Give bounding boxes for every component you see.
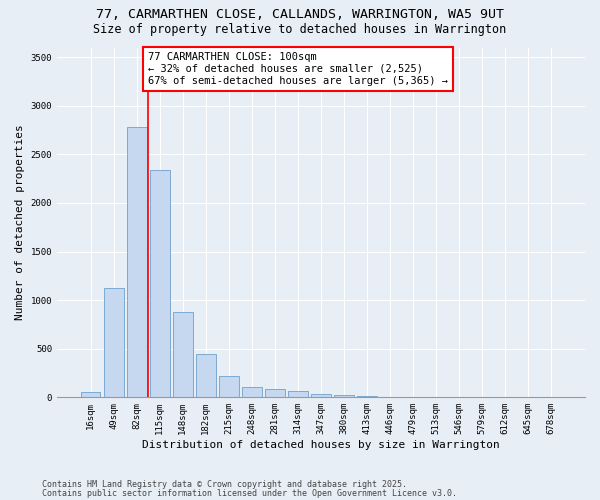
X-axis label: Distribution of detached houses by size in Warrington: Distribution of detached houses by size … (142, 440, 500, 450)
Text: 77 CARMARTHEN CLOSE: 100sqm
← 32% of detached houses are smaller (2,525)
67% of : 77 CARMARTHEN CLOSE: 100sqm ← 32% of det… (148, 52, 448, 86)
Bar (173, 312, 193, 398)
Bar (219, 376, 239, 398)
Bar (334, 396, 354, 398)
Bar (265, 388, 284, 398)
Bar (357, 396, 377, 398)
Bar (311, 394, 331, 398)
Bar (150, 170, 170, 398)
Bar (81, 392, 100, 398)
Bar (104, 288, 124, 398)
Bar (127, 127, 146, 398)
Y-axis label: Number of detached properties: Number of detached properties (15, 124, 25, 320)
Bar (288, 391, 308, 398)
Text: Contains public sector information licensed under the Open Government Licence v3: Contains public sector information licen… (42, 488, 457, 498)
Text: 77, CARMARTHEN CLOSE, CALLANDS, WARRINGTON, WA5 9UT: 77, CARMARTHEN CLOSE, CALLANDS, WARRINGT… (96, 8, 504, 20)
Bar (196, 354, 215, 398)
Text: Contains HM Land Registry data © Crown copyright and database right 2025.: Contains HM Land Registry data © Crown c… (42, 480, 407, 489)
Bar (242, 386, 262, 398)
Text: Size of property relative to detached houses in Warrington: Size of property relative to detached ho… (94, 22, 506, 36)
